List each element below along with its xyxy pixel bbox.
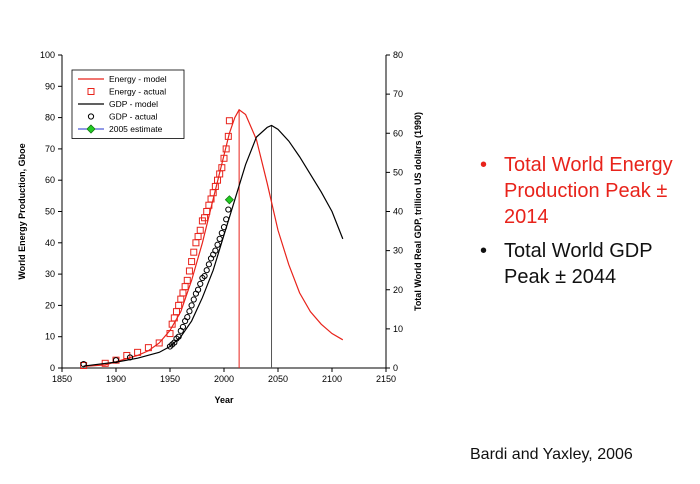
gdp-actual-point <box>194 286 202 293</box>
bullet-dot-icon: • <box>480 240 488 262</box>
x-axis-label: Year <box>214 395 234 405</box>
energy-actual-point <box>183 276 191 284</box>
energy-actual-point <box>190 248 198 256</box>
energy-actual-point <box>177 295 185 303</box>
legend-swatch <box>87 88 95 95</box>
energy-actual-point <box>196 226 204 234</box>
gdp-actual-point <box>186 308 193 315</box>
x-tick-label: 1850 <box>52 374 72 384</box>
legend-swatch <box>87 113 95 120</box>
2005-estimate-point <box>224 195 234 205</box>
gdp-actual-point <box>218 229 225 237</box>
x-tick-label: 2100 <box>322 374 342 384</box>
y-axis-label-right: Total World Real GDP, trillion US dollar… <box>413 112 423 311</box>
legend-label: Energy - model <box>109 74 167 84</box>
y-tick-label-left: 70 <box>45 144 55 154</box>
gdp-actual-point <box>216 235 223 242</box>
y-tick-label-left: 40 <box>45 238 55 248</box>
legend-label: 2005 estimate <box>109 124 163 134</box>
energy-model-line <box>83 108 344 368</box>
gdp-actual-point <box>175 333 182 340</box>
energy-actual-point <box>185 267 193 275</box>
x-tick-label: 1950 <box>160 374 180 384</box>
gdp-actual-point <box>225 206 232 213</box>
energy-actual-point <box>222 145 230 153</box>
energy-actual-point <box>144 344 152 352</box>
y-tick-label-left: 0 <box>50 363 55 373</box>
gdp-actual-point <box>80 360 87 368</box>
legend-swatch <box>86 124 96 134</box>
energy-actual-point <box>225 117 233 125</box>
x-tick-label: 2050 <box>268 374 288 384</box>
energy-actual-point <box>134 348 142 356</box>
gdp-model-line <box>83 124 344 367</box>
gdp-actual-point <box>190 296 197 303</box>
chart: 0 10 20 30 40 50 60 70 80 90 100 0 10 20 30 40 50 60 70 80 1… <box>17 50 423 405</box>
gdp-actual-point <box>126 354 134 361</box>
gdp-actual-point <box>212 247 219 254</box>
y-tick-label-left: 60 <box>45 175 55 185</box>
gdp-actual-point <box>223 216 230 223</box>
energy-actual-point <box>220 154 228 162</box>
gdp-actual-point <box>220 224 228 231</box>
bullet-energy-peak: • Total World Energy Production Peak ± 2… <box>476 152 696 230</box>
y-tick-label-right: 60 <box>393 128 403 138</box>
y-tick-label-left: 30 <box>45 269 55 279</box>
energy-actual-point <box>166 330 174 338</box>
gdp-actual-point <box>203 267 210 274</box>
y-tick-label-right: 10 <box>393 324 403 334</box>
energy-actual-point <box>188 258 196 266</box>
x-tick-label: 2150 <box>376 374 396 384</box>
y-tick-label-left: 20 <box>45 300 55 310</box>
y-tick-label-right: 70 <box>393 89 403 99</box>
bullet-list: • Total World Energy Production Peak ± 2… <box>476 152 696 298</box>
y-tick-label-right: 20 <box>393 285 403 295</box>
legend-label: GDP - actual <box>109 112 158 122</box>
y-tick-label-right: 40 <box>393 207 403 217</box>
x-tick-label: 1900 <box>106 374 126 384</box>
y-tick-label-right: 0 <box>393 363 398 373</box>
y-tick-label-left: 90 <box>45 81 55 91</box>
bullet-energy-text: Total World Energy Production Peak ± 201… <box>504 154 673 228</box>
gdp-actual-point <box>214 241 221 248</box>
energy-actual-point <box>181 283 189 291</box>
bullet-gdp-peak: • Total World GDP Peak ± 2044 <box>476 238 696 290</box>
y-axis-label-left: World Energy Production, Gboe <box>17 143 27 279</box>
energy-actual-point <box>224 132 232 140</box>
legend-label: GDP - model <box>109 99 158 109</box>
bullet-gdp-text: Total World GDP Peak ± 2044 <box>504 240 653 288</box>
x-tick-label: 2000 <box>214 374 234 384</box>
y-tick-label-left: 50 <box>45 207 55 217</box>
y-tick-label-left: 10 <box>45 332 55 342</box>
y-tick-label-left: 100 <box>40 50 55 60</box>
energy-actual-point <box>192 239 200 247</box>
energy-actual-point <box>179 289 187 297</box>
gdp-actual-point <box>112 357 120 364</box>
y-tick-label-left: 80 <box>45 113 55 123</box>
energy-actual-point <box>172 308 180 316</box>
energy-actual-point <box>218 164 226 172</box>
gdp-actual-point <box>201 272 208 280</box>
energy-actual-point <box>175 301 183 309</box>
energy-actual-point <box>155 339 163 347</box>
legend-label: Energy - actual <box>109 87 166 97</box>
gdp-actual-point <box>184 314 191 321</box>
gdp-actual-point <box>205 261 212 268</box>
y-tick-label-right: 50 <box>393 167 403 177</box>
energy-actual-point <box>194 233 202 241</box>
gdp-actual-point <box>188 302 195 309</box>
gdp-actual-point <box>197 280 204 287</box>
energy-actual-point <box>123 351 131 359</box>
y-tick-label-right: 80 <box>393 50 403 60</box>
gdp-actual-point <box>179 323 187 331</box>
energy-actual-point <box>203 208 211 215</box>
y-tick-label-right: 30 <box>393 246 403 256</box>
bullet-dot-icon: • <box>480 154 488 176</box>
source-citation: Bardi and Yaxley, 2006 <box>470 446 633 463</box>
